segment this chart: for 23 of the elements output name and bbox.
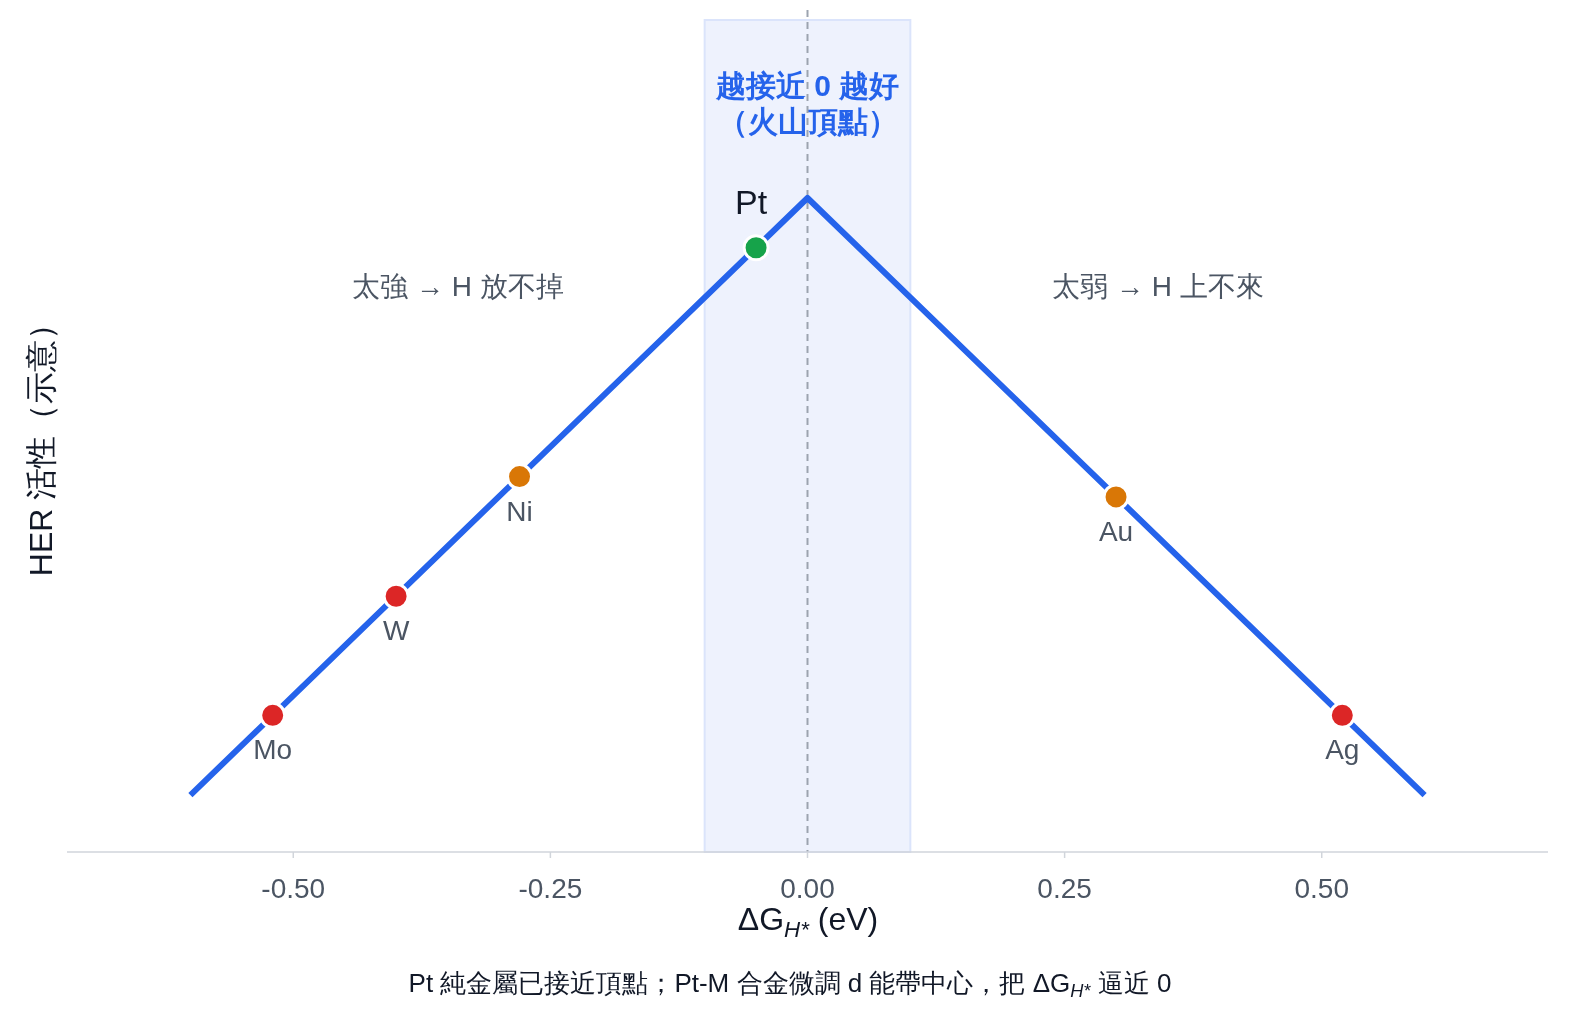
point [259,701,287,729]
annotation: Ni [506,495,533,527]
annotation: Au [1098,515,1134,547]
annotation: 太弱 → H 上不來 [1052,271,1264,302]
x-tick-label: -0.25 [518,873,583,904]
point [1102,483,1130,511]
x-axis-title: ΔG$_{H*}$ (eV) [737,901,879,942]
point [506,463,534,491]
x-tick-label: 0.00 [780,873,835,904]
x-tick-label: 0.25 [1037,873,1092,904]
point [382,582,410,610]
band-label: 越接近 0 越好（火山頂點） [714,69,900,138]
annotation: Pt [735,182,768,221]
point [1328,701,1356,729]
annotation: W [382,615,410,647]
annotation: Mo [253,734,293,766]
annotation: 太強 → H 放不掉 [352,271,564,302]
annotation: Ag [1325,734,1360,766]
x-tick-label: -0.50 [261,873,326,904]
text: Pt 純金屬已接近頂點；Pt-M 合金微調 d 能帶中心，把 ΔG$_{H*}$ 逼近 0 [408,968,1172,1002]
point [742,234,770,262]
x-tick-label: 0.50 [1294,873,1349,904]
y-axis-title: HER 活性（示意） [23,307,59,577]
